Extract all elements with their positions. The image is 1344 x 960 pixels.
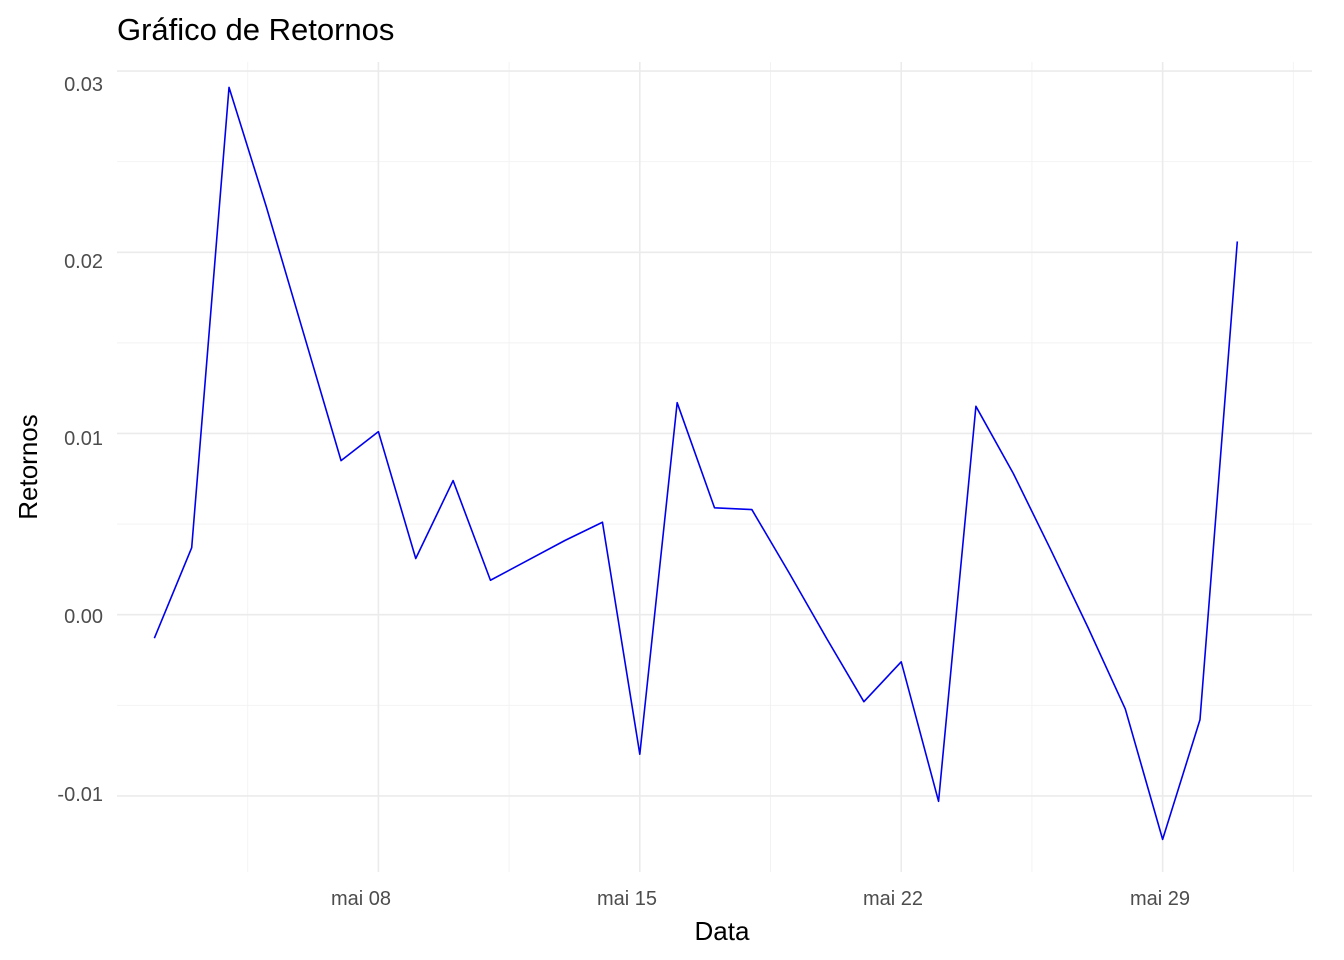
y-tick-label: 0.02 xyxy=(64,251,103,273)
x-tick-label: mai 22 xyxy=(863,888,923,910)
x-tick-label: mai 29 xyxy=(1130,888,1190,910)
x-tick-label: mai 08 xyxy=(331,888,391,910)
y-tick-label: 0.01 xyxy=(64,428,103,450)
y-tick-label: -0.01 xyxy=(57,784,103,806)
minor-gridlines xyxy=(117,62,1312,872)
chart-title: Gráfico de Retornos xyxy=(117,12,394,47)
returns-series-line xyxy=(153,86,1239,841)
y-tick-label: 0.03 xyxy=(64,74,103,96)
x-tick-label: mai 15 xyxy=(597,888,657,910)
major-gridlines xyxy=(117,62,1312,872)
y-axis-tick-labels: -0.01 0.00 0.01 0.02 0.03 xyxy=(57,74,103,806)
x-axis-tick-labels: mai 08 mai 15 mai 22 mai 29 xyxy=(331,888,1190,910)
y-tick-label: 0.00 xyxy=(64,606,103,628)
y-axis-title: Retornos xyxy=(13,414,43,520)
x-axis-title: Data xyxy=(695,916,750,946)
